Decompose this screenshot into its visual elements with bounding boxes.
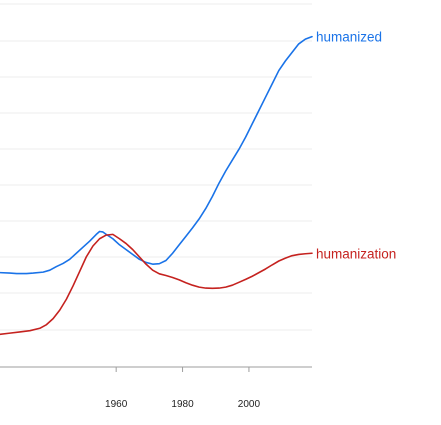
series-line-humanization[interactable] <box>0 233 313 336</box>
series-line-humanized[interactable] <box>0 35 313 275</box>
series-label-humanization[interactable]: humanization <box>316 246 396 261</box>
grid-lines <box>0 3 312 331</box>
x-tick-label: 2000 <box>238 399 261 410</box>
series-lines <box>0 35 313 336</box>
series-labels: humanized humanization <box>316 30 396 262</box>
series-label-humanized[interactable]: humanized <box>316 30 382 45</box>
x-tick-label: 1980 <box>171 399 194 410</box>
x-axis: 1960 1980 2000 <box>0 366 312 410</box>
x-tick-label: 1960 <box>105 399 128 410</box>
